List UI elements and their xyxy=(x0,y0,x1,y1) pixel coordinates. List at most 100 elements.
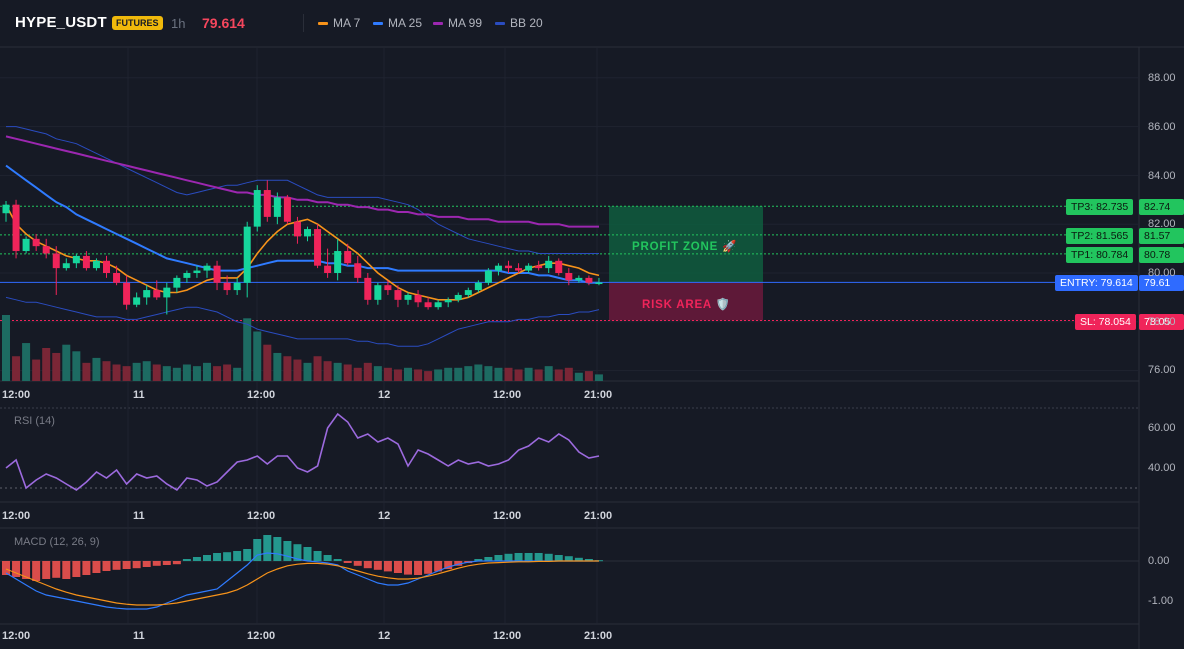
macd-histogram-bar xyxy=(424,561,433,574)
legend-ma99[interactable]: MA 99 xyxy=(433,16,482,30)
volume-bar xyxy=(313,356,322,381)
profit-zone-box xyxy=(609,206,763,283)
volume-bar xyxy=(203,362,211,381)
volume-bar xyxy=(142,361,151,381)
macd-histogram-bar xyxy=(414,561,423,575)
volume-bar xyxy=(554,369,563,381)
candle-body xyxy=(82,255,90,269)
candle-body xyxy=(153,290,161,298)
legend-ma7[interactable]: MA 7 xyxy=(318,16,360,30)
candle-body xyxy=(22,238,30,252)
time-tick: 12:00 xyxy=(493,389,522,401)
volume-bar xyxy=(514,369,523,381)
candle-body xyxy=(193,270,201,273)
macd-histogram-bar xyxy=(454,561,463,566)
volume-bar xyxy=(112,364,121,381)
time-tick: 12:00 xyxy=(247,630,276,642)
volume-bar xyxy=(283,356,292,381)
macd-histogram-bar xyxy=(474,559,483,561)
sl-tag[interactable]: SL: 78.054 xyxy=(1075,314,1136,330)
rsi-title[interactable]: RSI (14) xyxy=(14,415,55,427)
macd-histogram-bar xyxy=(112,561,121,570)
volume-bar xyxy=(524,367,533,381)
candle-body xyxy=(424,302,432,308)
macd-histogram-bar xyxy=(504,553,513,561)
symbol-name[interactable]: HYPE_USDT xyxy=(15,14,107,31)
entry-axis-tag: 79.61 xyxy=(1139,275,1184,291)
volume-bar xyxy=(162,366,171,381)
volume-bar xyxy=(42,348,51,381)
macd-histogram-bar xyxy=(544,553,553,561)
price-tick-84: 84.00 xyxy=(1148,170,1176,182)
volume-bar xyxy=(333,362,342,381)
timeframe-label[interactable]: 1h xyxy=(171,16,186,31)
candle-body xyxy=(32,238,40,247)
volume-bar xyxy=(414,369,423,381)
volume-bar xyxy=(122,366,131,381)
volume-bar xyxy=(454,367,463,381)
volume-bar xyxy=(102,361,111,381)
tp3-tag[interactable]: TP3: 82.735 xyxy=(1066,199,1134,215)
tp1-tag[interactable]: TP1: 80.784 xyxy=(1066,247,1134,263)
price-tick-76: 76.00 xyxy=(1148,364,1176,376)
volume-bar xyxy=(192,366,201,381)
candle-body xyxy=(454,294,462,300)
candle-body xyxy=(183,273,191,278)
candle-body xyxy=(123,282,131,305)
time-tick: 12 xyxy=(378,389,391,401)
macd-histogram-bar xyxy=(82,561,91,575)
ma25-swatch-icon xyxy=(373,21,383,25)
macd-histogram-bar xyxy=(203,555,211,561)
volume-bar xyxy=(544,366,553,381)
rsi-line-path xyxy=(5,412,600,492)
candle-body xyxy=(103,260,110,273)
macd-histogram-bar xyxy=(233,551,242,561)
rsi-line xyxy=(5,412,600,492)
candle-body xyxy=(173,277,181,288)
volume-bar xyxy=(303,362,312,381)
candle-body xyxy=(324,265,332,273)
volume-bar xyxy=(253,331,262,381)
tp2-tag[interactable]: TP2: 81.565 xyxy=(1066,228,1134,244)
volume-bar xyxy=(424,371,433,381)
candle-body xyxy=(525,265,533,271)
macd-line xyxy=(5,552,599,610)
macd-histogram-bar xyxy=(42,561,51,579)
macd-title[interactable]: MACD (12, 26, 9) xyxy=(14,536,100,548)
volume-bar xyxy=(82,362,91,381)
macd-histogram-bar xyxy=(213,553,222,561)
volume-bar xyxy=(363,362,372,381)
time-tick: 12 xyxy=(378,630,391,642)
bb-lower-line xyxy=(5,296,600,347)
volume-bar xyxy=(22,343,31,381)
volume-bar xyxy=(343,364,352,381)
macd-histogram-bar xyxy=(343,561,352,563)
candle-body xyxy=(364,277,372,300)
macd-histogram-bar xyxy=(393,561,402,573)
risk-area-box xyxy=(609,282,763,321)
rsi-tick-40: 40.00 xyxy=(1148,462,1176,474)
legend-ma25[interactable]: MA 25 xyxy=(373,16,422,30)
legend-bb20[interactable]: BB 20 xyxy=(495,16,543,30)
volume-bar xyxy=(434,369,443,381)
candle-body xyxy=(243,226,251,283)
entry-tag[interactable]: ENTRY: 79.614 xyxy=(1055,275,1138,291)
price-tick-88: 88.00 xyxy=(1148,72,1176,84)
macd-histogram-bar xyxy=(434,561,443,572)
macd-histogram-bar xyxy=(584,559,593,561)
ma7-swatch-icon xyxy=(318,21,328,25)
macd-histogram-bar xyxy=(534,553,543,561)
futures-badge: FUTURES xyxy=(112,16,163,30)
candlesticks xyxy=(2,180,603,315)
candle-body xyxy=(113,273,121,283)
macd-histogram-bar xyxy=(52,561,61,578)
legend-ma25-label: MA 25 xyxy=(388,16,423,30)
macd-histogram-bar xyxy=(263,535,272,561)
chart-header: HYPE_USDT FUTURES 1h 79.614 MA 7 MA 25 M… xyxy=(0,0,1184,46)
time-tick: 12:00 xyxy=(2,510,31,522)
volume-bar xyxy=(464,366,473,381)
macd-histogram-bar xyxy=(122,561,131,569)
ma25-line xyxy=(5,164,599,284)
candle-body xyxy=(2,204,10,214)
